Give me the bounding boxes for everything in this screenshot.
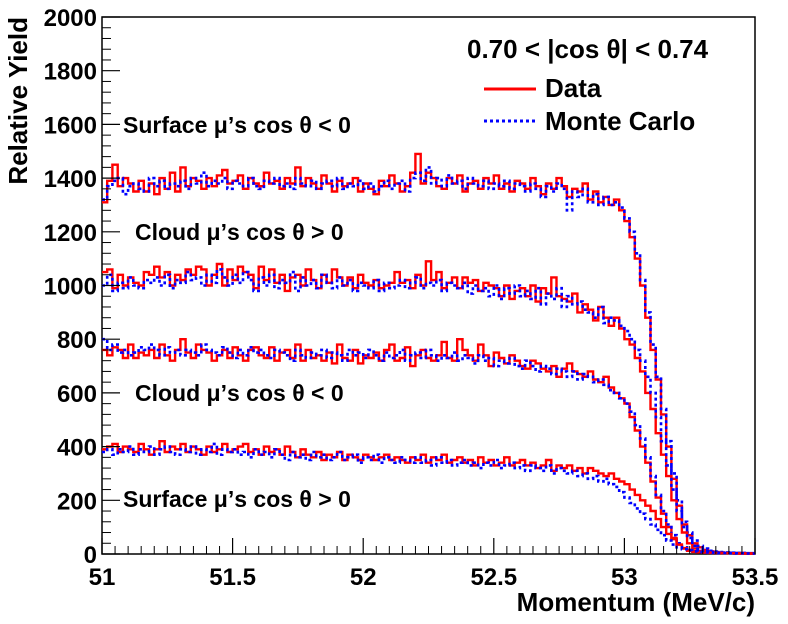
x-axis-label: Momentum (MeV/c) [517, 587, 755, 617]
mc-series-7 [102, 442, 755, 555]
y-tick-label: 0 [84, 542, 97, 569]
mc-series-5 [102, 337, 755, 555]
y-tick-label: 1800 [44, 59, 97, 86]
data-series-6 [102, 440, 755, 555]
x-tick-label: 53.5 [732, 564, 779, 591]
y-tick-label: 800 [57, 327, 97, 354]
y-tick-label: 2000 [44, 5, 97, 32]
annotation-surface-pos: Surface μ’s cos θ > 0 [123, 486, 351, 512]
legend-mc-label: Monte Carlo [545, 106, 695, 136]
annotation-surface-neg: Surface μ’s cos θ < 0 [123, 112, 351, 138]
axis-layer: 51 51.5 52 52.5 53 53.5 0 200 400 600 800 1000 1200 1… [44, 5, 779, 591]
y-tick-label: 1000 [44, 274, 97, 301]
y-tick-label: 600 [57, 381, 97, 408]
data-series-2 [102, 260, 755, 555]
annotation-cloud-pos: Cloud μ’s cos θ > 0 [135, 219, 344, 245]
x-tick-label: 51.5 [209, 564, 256, 591]
legend-data-label: Data [545, 73, 602, 103]
legend: 0.70 < |cos θ| < 0.74 Data Monte Carlo [467, 34, 709, 136]
x-tick-label: 52 [350, 564, 377, 591]
x-tick-label: 52.5 [470, 564, 517, 591]
x-tick-label: 53 [611, 564, 638, 591]
y-tick-label: 1200 [44, 220, 97, 247]
annotation-cloud-neg: Cloud μ’s cos θ < 0 [135, 380, 344, 406]
series-layer [102, 152, 755, 555]
mc-series-3 [102, 268, 755, 555]
y-tick-label: 1400 [44, 166, 97, 193]
legend-title: 0.70 < |cos θ| < 0.74 [467, 34, 709, 64]
plot-frame [101, 16, 756, 555]
data-series-4 [102, 338, 755, 555]
y-tick-label: 400 [57, 435, 97, 462]
y-axis-label: Relative Yield [3, 17, 33, 185]
x-tick-label: 51 [89, 564, 116, 591]
y-tick-label: 200 [57, 488, 97, 515]
data-series-0 [102, 152, 755, 555]
y-tick-label: 1600 [44, 112, 97, 139]
